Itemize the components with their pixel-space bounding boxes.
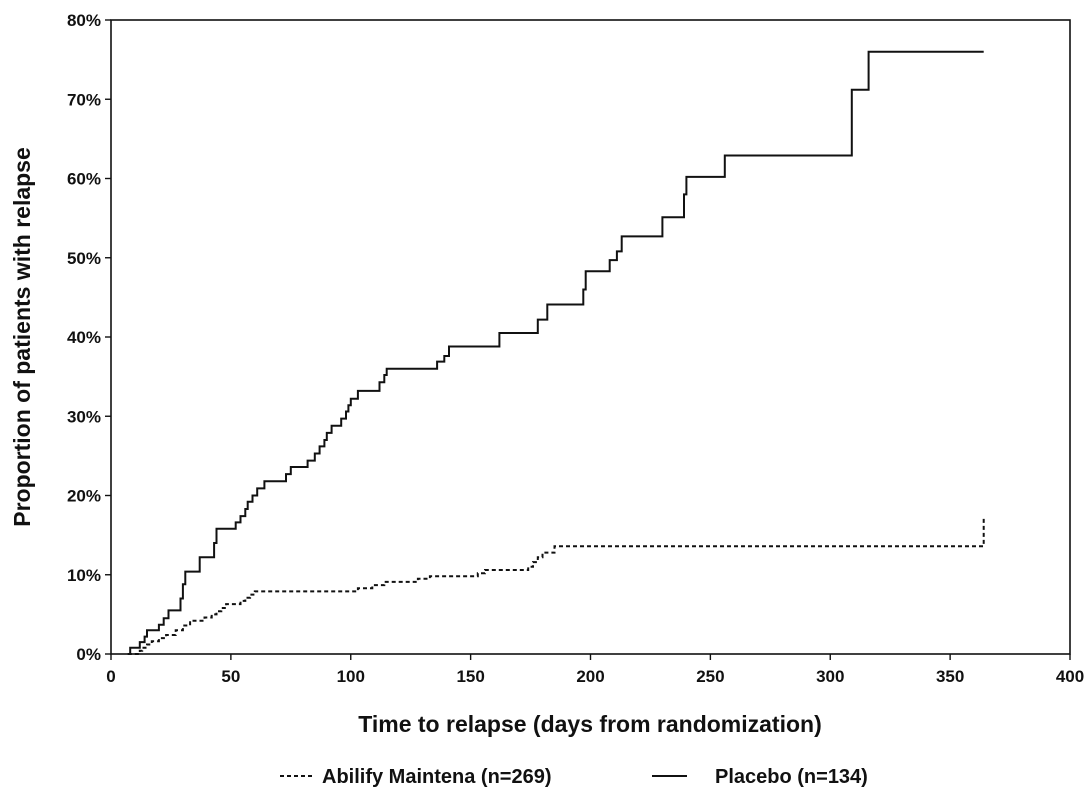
y-tick-label: 50% xyxy=(67,249,101,268)
series-line-placebo xyxy=(127,50,984,655)
x-axis-title: Time to relapse (days from randomization… xyxy=(358,711,822,737)
y-tick-label: 20% xyxy=(67,487,101,506)
x-tick-label: 100 xyxy=(337,667,365,686)
y-tick-label: 60% xyxy=(67,170,101,189)
x-tick-label: 250 xyxy=(696,667,724,686)
series-line-abilify-maintena xyxy=(127,517,985,655)
legend: Abilify Maintena (n=269) Placebo (n=134) xyxy=(280,766,868,788)
legend-label-abilify: Abilify Maintena (n=269) xyxy=(322,766,552,788)
y-tick-label: 0% xyxy=(76,645,101,664)
y-tick-label: 40% xyxy=(67,328,101,347)
x-tick-label: 200 xyxy=(576,667,604,686)
y-axis: 0% 10% 20% 30% 40% 50% 60% 70% 80% xyxy=(67,11,111,664)
x-tick-label: 300 xyxy=(816,667,844,686)
x-tick-label: 0 xyxy=(106,667,115,686)
legend-label-placebo: Placebo (n=134) xyxy=(715,766,868,788)
y-tick-label: 80% xyxy=(67,11,101,30)
x-tick-label: 150 xyxy=(456,667,484,686)
x-axis: 0 50 100 150 200 250 300 350 400 xyxy=(106,654,1084,686)
y-tick-label: 30% xyxy=(67,407,101,426)
y-tick-label: 70% xyxy=(67,90,101,109)
x-tick-label: 50 xyxy=(221,667,240,686)
x-tick-label: 400 xyxy=(1056,667,1084,686)
y-tick-label: 10% xyxy=(67,566,101,585)
plot-area xyxy=(127,50,985,655)
x-tick-label: 350 xyxy=(936,667,964,686)
plot-frame xyxy=(110,19,1071,655)
y-axis-title: Proportion of patients with relapse xyxy=(9,147,35,527)
